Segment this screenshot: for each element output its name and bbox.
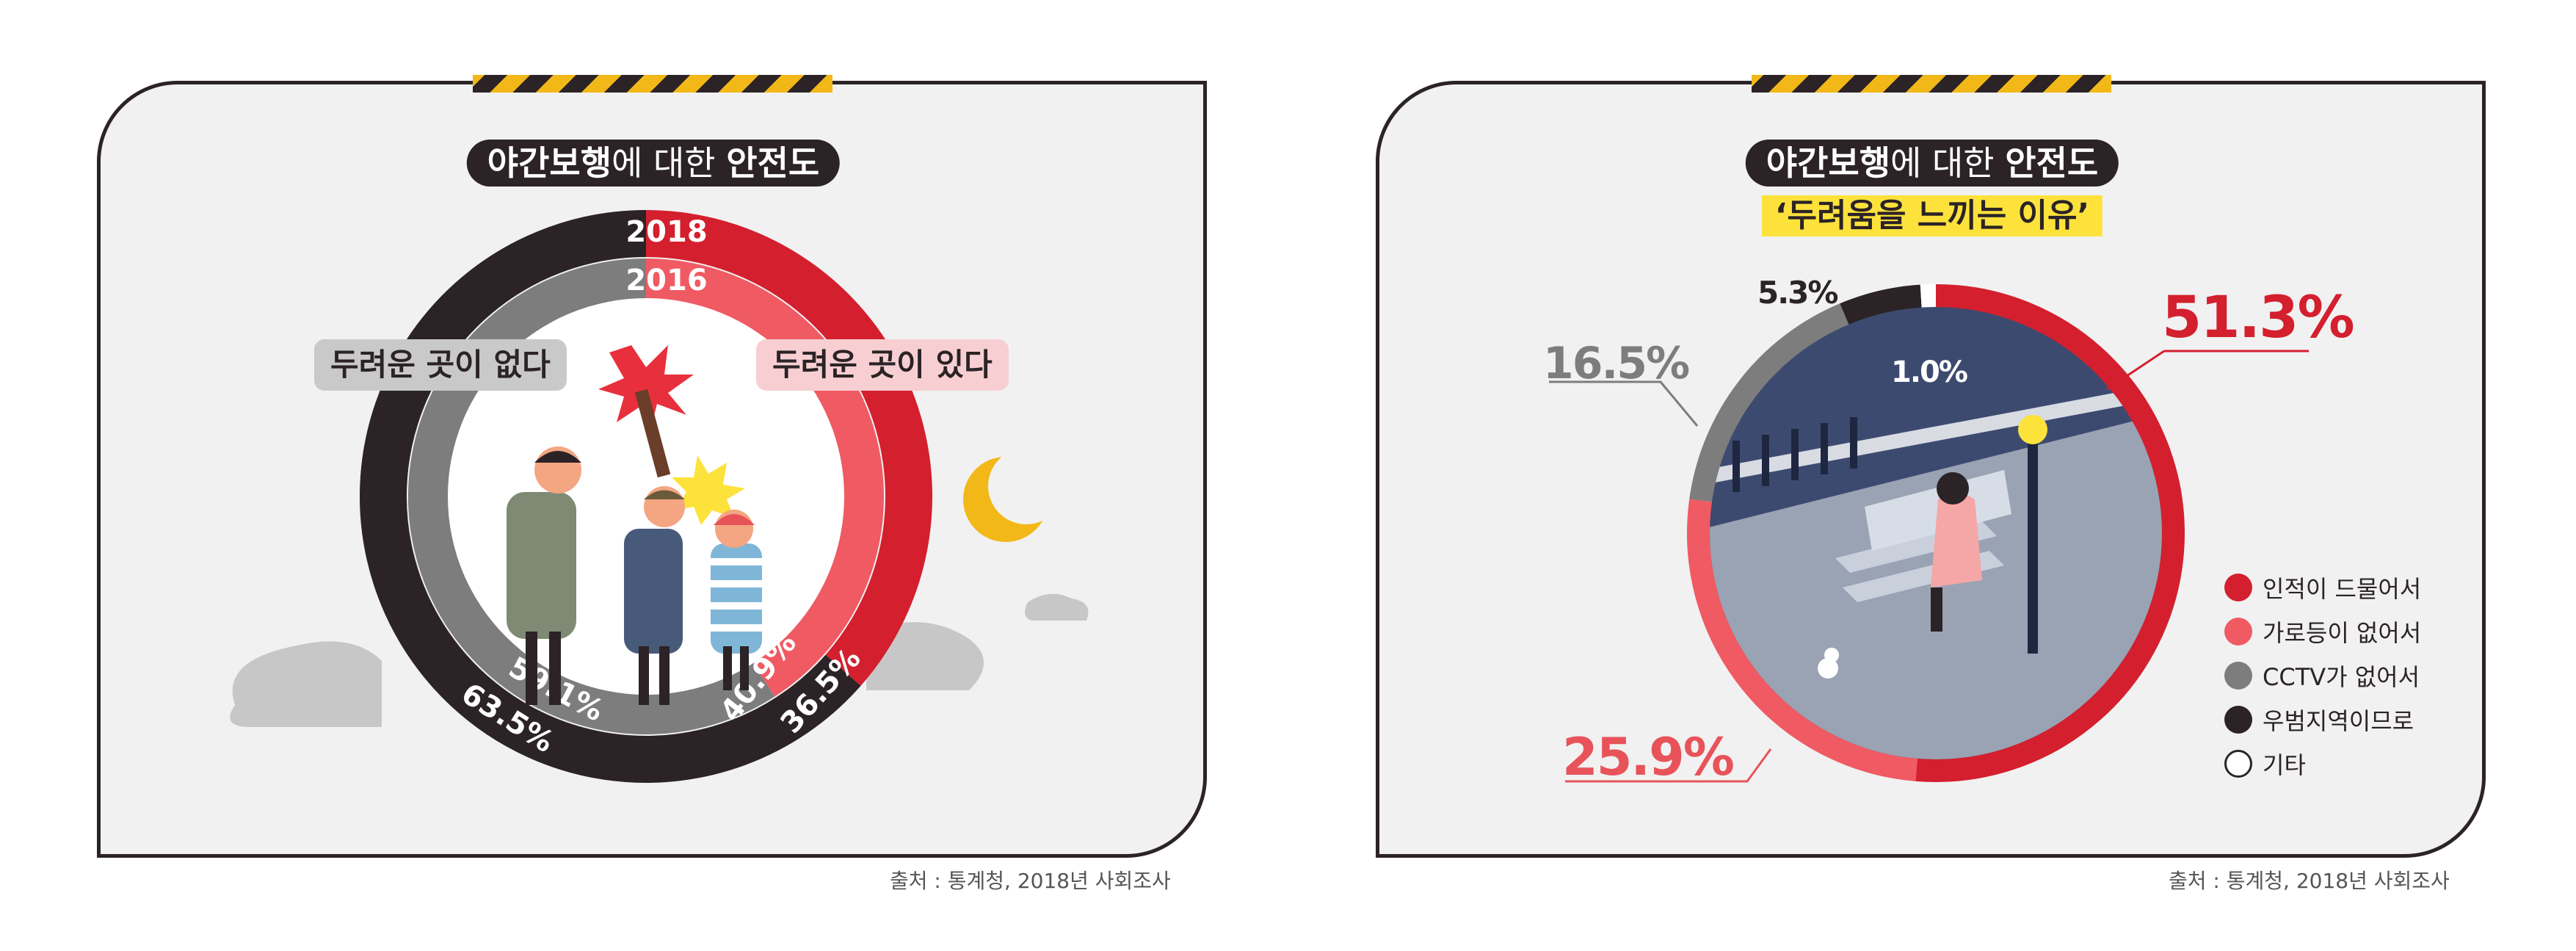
leader-line-16 xyxy=(1549,380,1699,427)
source-note-right: 출처 : 통계청, 2018년 사회조사 xyxy=(2169,869,2450,893)
label-fear: 두려운 곳이 있다 xyxy=(756,339,1009,391)
title-bold-part-2: 안전도 xyxy=(726,143,820,183)
pct-label-16: 16.5% xyxy=(1543,338,1690,389)
title-light-part: 에 대한 xyxy=(612,143,727,183)
people-illustration xyxy=(507,345,762,705)
left-chart-title: 야간보행에 대한 안전도 xyxy=(466,140,841,187)
year-label-2018: 2018 xyxy=(625,215,707,249)
moon-icon xyxy=(963,448,1064,542)
legend-item: 인적이 드물어서 xyxy=(2224,565,2421,610)
shadow-blob xyxy=(230,641,382,727)
arc-2016-no-fear xyxy=(408,258,775,734)
legend-swatch xyxy=(2224,706,2252,734)
hazard-stripe-left xyxy=(473,75,832,93)
legend-label: 가로등이 없어서 xyxy=(2263,619,2422,647)
legend-swatch xyxy=(2224,574,2252,601)
legend-item: 가로등이 없어서 xyxy=(2224,610,2421,654)
right-chart-title: 야간보행에 대한 안전도 xyxy=(1745,140,2119,187)
title-bold-part: 야간보행 xyxy=(1766,143,1891,183)
arc-2016-fear xyxy=(645,258,884,697)
legend: 인적이 드물어서 가로등이 없어서 CCTV가 없어서 우범지역이므로 기타 xyxy=(2224,565,2421,786)
legend-label: 우범지역이므로 xyxy=(2263,707,2414,735)
pct-label-5: 5.3% xyxy=(1757,275,1838,311)
legend-item: CCTV가 없어서 xyxy=(2224,654,2421,698)
pct-label-1: 1.0% xyxy=(1891,355,1968,389)
legend-swatch xyxy=(2224,618,2252,646)
park-scene-illustration xyxy=(1710,307,2162,759)
legend-item: 기타 xyxy=(2224,742,2421,786)
title-light-part: 에 대한 xyxy=(1890,143,2006,183)
arc-2018-no-fear xyxy=(360,210,861,783)
legend-swatch xyxy=(2224,750,2252,778)
pct-label-51: 51.3% xyxy=(2162,285,2355,351)
leader-line-25 xyxy=(1565,748,1772,783)
legend-label: 기타 xyxy=(2263,751,2306,779)
label-no-fear: 두려운 곳이 없다 xyxy=(314,339,567,391)
shadow-blob-small xyxy=(1025,593,1089,621)
right-chart-subtitle: ‘두려움을 느끼는 이유’ xyxy=(1761,195,2103,236)
source-note-left: 출처 : 통계청, 2018년 사회조사 xyxy=(890,869,1171,893)
pct-label-25: 25.9% xyxy=(1562,727,1735,787)
shadow-blob-right xyxy=(866,622,984,690)
legend-swatch xyxy=(2224,662,2252,690)
hazard-stripe-right xyxy=(1752,75,2111,93)
title-bold-part-2: 안전도 xyxy=(2005,143,2099,183)
legend-label: CCTV가 없어서 xyxy=(2263,663,2420,691)
title-bold-part: 야간보행 xyxy=(487,143,612,183)
legend-label: 인적이 드물어서 xyxy=(2263,575,2422,603)
legend-item: 우범지역이므로 xyxy=(2224,698,2421,742)
year-label-2016: 2016 xyxy=(625,264,707,297)
